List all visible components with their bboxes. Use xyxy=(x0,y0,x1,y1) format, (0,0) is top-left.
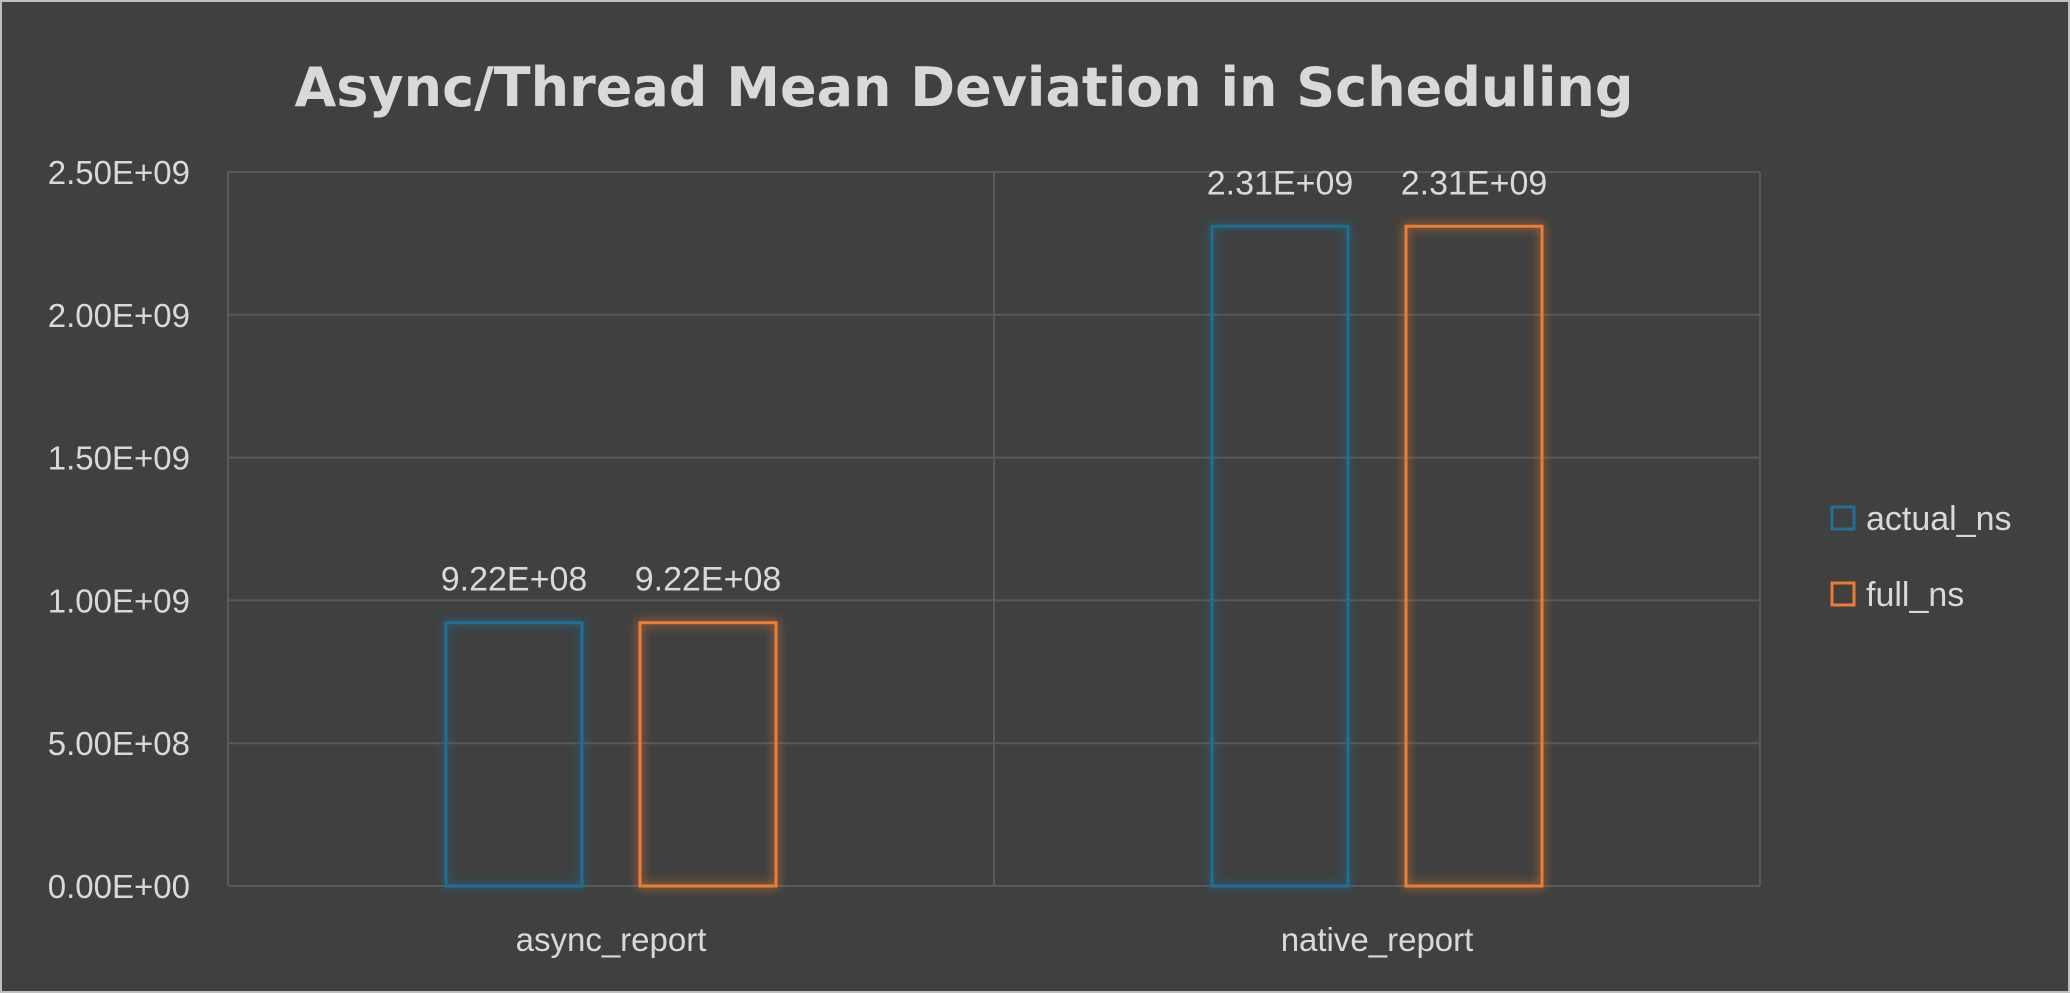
legend-label-actual_ns: actual_ns xyxy=(1866,500,2012,538)
x-tick-label-async_report: async_report xyxy=(516,921,707,958)
legend-label-full_ns: full_ns xyxy=(1866,576,1964,614)
x-tick-label-native_report: native_report xyxy=(1281,921,1474,958)
chart-title: Async/Thread Mean Deviation in Schedulin… xyxy=(295,56,1634,119)
bar-actual_ns-native_report xyxy=(1210,224,1350,888)
bar-actual_ns-async_report xyxy=(444,621,584,888)
bar-full_ns-async_report xyxy=(638,621,778,888)
bars xyxy=(444,224,1544,888)
y-tick-label: 5.00E+08 xyxy=(48,725,190,762)
x-axis-ticks: async_report native_report xyxy=(516,921,1474,958)
y-axis-ticks: 0.00E+00 5.00E+08 1.00E+09 1.50E+09 2.00E+09… xyxy=(48,154,190,905)
bar-full_ns-native_report xyxy=(1404,224,1544,888)
legend-swatch-full_ns xyxy=(1830,581,1856,607)
y-tick-label: 1.00E+09 xyxy=(48,582,190,619)
y-tick-label: 1.50E+09 xyxy=(48,440,190,477)
data-label-full_ns-native_report: 2.31E+09 xyxy=(1401,164,1548,202)
data-label-actual_ns-async_report: 9.22E+08 xyxy=(441,561,588,599)
data-label-full_ns-async_report: 9.22E+08 xyxy=(635,561,782,599)
data-label-actual_ns-native_report: 2.31E+09 xyxy=(1207,164,1354,202)
legend: actual_ns full_ns xyxy=(1830,500,2012,614)
y-tick-label: 2.00E+09 xyxy=(48,297,190,334)
y-tick-label: 0.00E+00 xyxy=(48,868,190,905)
y-tick-label: 2.50E+09 xyxy=(48,154,190,191)
data-labels: 9.22E+08 9.22E+08 2.31E+09 2.31E+09 xyxy=(441,164,1548,598)
legend-swatch-actual_ns xyxy=(1830,505,1856,531)
gridlines xyxy=(227,171,1761,887)
